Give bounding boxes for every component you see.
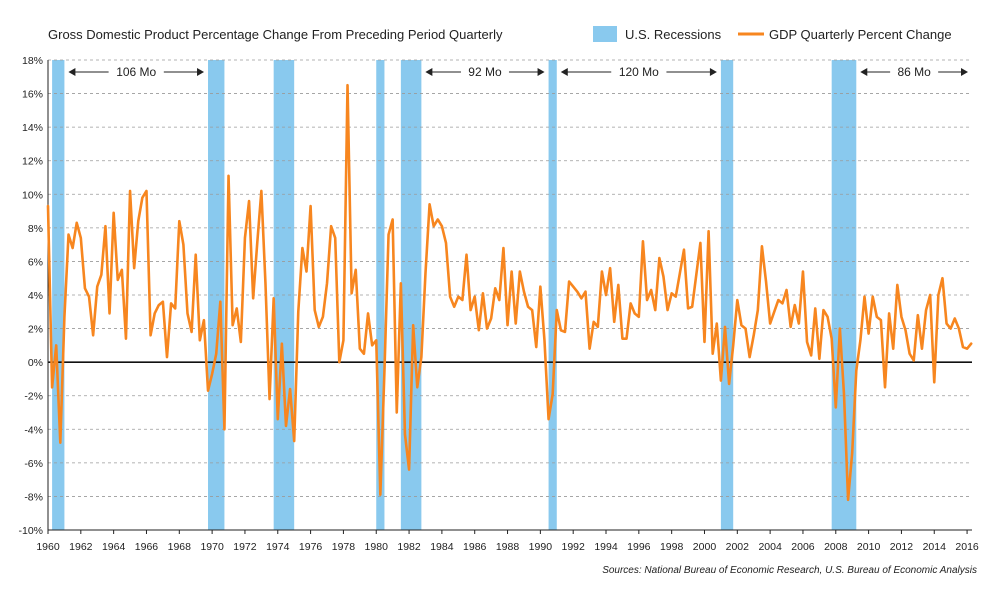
expansion-span-label: 120 Mo [619,65,659,79]
y-tick-label: 4% [28,290,43,302]
y-tick-label: -4% [24,424,43,436]
x-tick-label: 1976 [299,541,323,553]
x-tick-label: 1970 [200,541,224,553]
y-tick-label: 16% [22,89,43,101]
x-tick-label: 1982 [397,541,421,553]
legend: U.S. Recessions GDP Quarterly Percent Ch… [593,26,952,42]
x-tick-label: 1980 [365,541,389,553]
x-axis: 1960 1962 1964 1966 1968 1970 1972 1974 1976 1978… [36,529,979,553]
x-tick-label: 2002 [726,541,750,553]
x-tick-label: 1968 [168,541,192,553]
y-tick-label: 12% [22,156,43,168]
y-tick-label: 18% [22,55,43,67]
x-tick-label: 1962 [69,541,93,553]
x-tick-label: 1994 [594,541,618,553]
legend-swatch-recessions [593,26,617,42]
x-tick-label: 1990 [529,541,553,553]
x-tick-label: 1988 [496,541,520,553]
expansion-span: 92 Mo [425,65,545,79]
expansion-span-arrow-right [197,68,205,76]
x-tick-label: 2004 [758,541,782,553]
y-tick-label: -8% [24,491,43,503]
expansion-span-label: 106 Mo [116,65,156,79]
expansion-span-arrow-right [709,68,717,76]
x-tick-label: 1992 [562,541,586,553]
recession-bands [52,60,857,530]
x-tick-label: 1984 [430,541,454,553]
y-tick-label: 8% [28,223,43,235]
expansion-span: 120 Mo [560,65,717,79]
y-tick-label: 6% [28,256,43,268]
x-tick-label: 1966 [135,541,159,553]
expansion-span: 106 Mo [68,65,205,79]
x-tick-label: 2000 [693,541,717,553]
expansion-span-arrow-right [537,68,545,76]
x-tick-label: 1972 [233,541,257,553]
x-tick-label: 2008 [824,541,848,553]
recession-band [400,60,422,530]
expansion-span-arrow-left [560,68,568,76]
y-tick-label: 14% [22,122,43,134]
x-tick-label: 2010 [857,541,881,553]
x-tick-label: 2014 [923,541,947,553]
legend-label-recessions: U.S. Recessions [625,27,722,42]
expansion-span-arrow-left [860,68,868,76]
x-tick-label: 1986 [463,541,487,553]
x-tick-label: 2016 [955,541,979,553]
expansion-span-arrow-left [68,68,76,76]
x-tick-label: 2006 [791,541,815,553]
expansion-span-arrow-left [425,68,433,76]
x-tick-label: 1998 [660,541,684,553]
expansion-spans: 106 Mo 92 Mo 120 Mo 86 Mo [68,65,968,79]
y-tick-label: -6% [24,458,43,470]
expansion-span-label: 86 Mo [897,65,931,79]
y-tick-label: 10% [22,189,43,201]
x-tick-label: 1964 [102,541,126,553]
chart-title: Gross Domestic Product Percentage Change… [48,27,503,42]
x-tick-label: 1978 [332,541,356,553]
expansion-span-label: 92 Mo [468,65,502,79]
x-tick-label: 2012 [890,541,914,553]
y-tick-label: -2% [24,391,43,403]
legend-label-gdp: GDP Quarterly Percent Change [769,27,952,42]
y-tick-label: 0% [28,357,43,369]
y-tick-label: -10% [18,525,43,537]
expansion-span: 86 Mo [860,65,968,79]
y-axis: -10% -8% -6% -4% -2% 0% 2% 4% 6% 8% 10% 12% 14% 16% 18… [18,55,49,537]
gdp-line [46,83,973,502]
gdp-series [46,83,973,502]
y-tick-label: 2% [28,324,43,336]
expansion-span-arrow-right [961,68,968,76]
x-tick-label: 1974 [266,541,290,553]
x-tick-label: 1996 [627,541,651,553]
x-tick-label: 1960 [36,541,60,553]
source-note: Sources: National Bureau of Economic Res… [602,565,977,576]
